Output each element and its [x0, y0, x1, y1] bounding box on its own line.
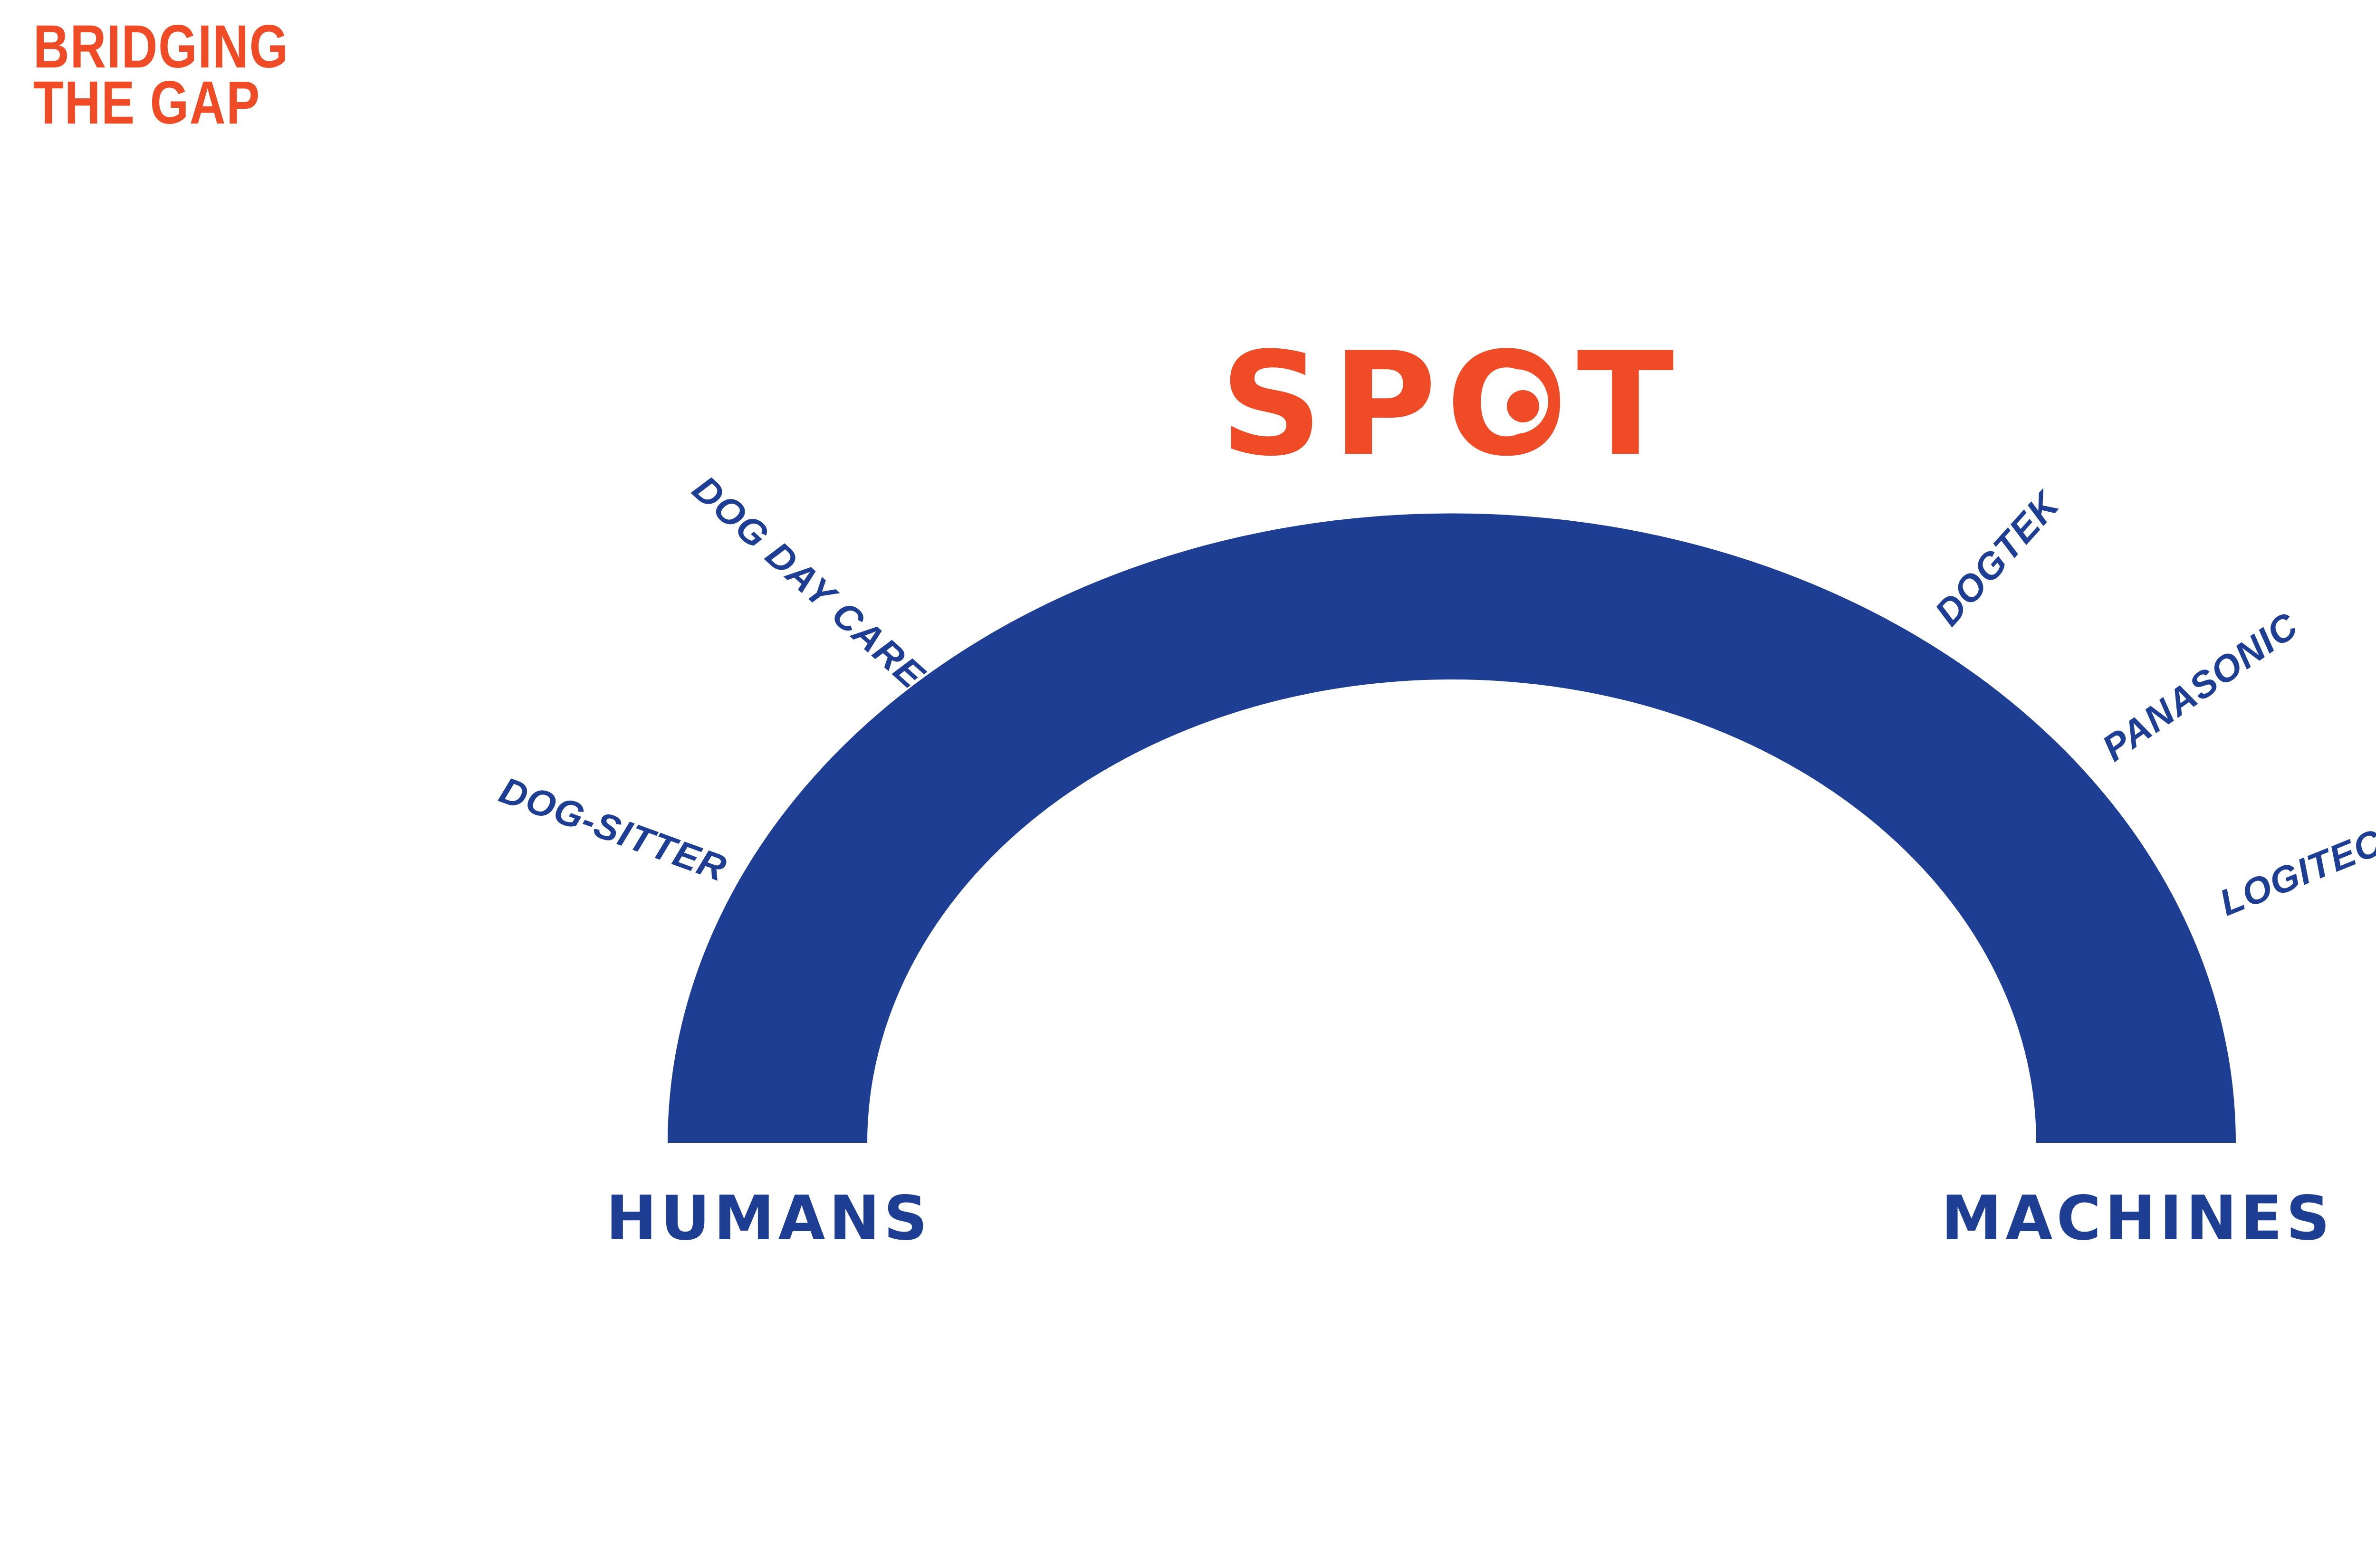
spot-logo: SPOT: [1220, 322, 1684, 488]
eye-icon: [1484, 369, 1548, 434]
bridge-arch: [668, 513, 2236, 1143]
spot-logo-text: SPOT: [1220, 322, 1684, 488]
title-line-2: THE GAP: [33, 69, 261, 137]
title-line-1: BRIDGING: [33, 13, 289, 81]
pole-machines: MACHINES: [1941, 1183, 2334, 1254]
slide-title: BRIDGING THE GAP: [33, 13, 289, 137]
pole-humans: HUMANS: [606, 1183, 931, 1254]
